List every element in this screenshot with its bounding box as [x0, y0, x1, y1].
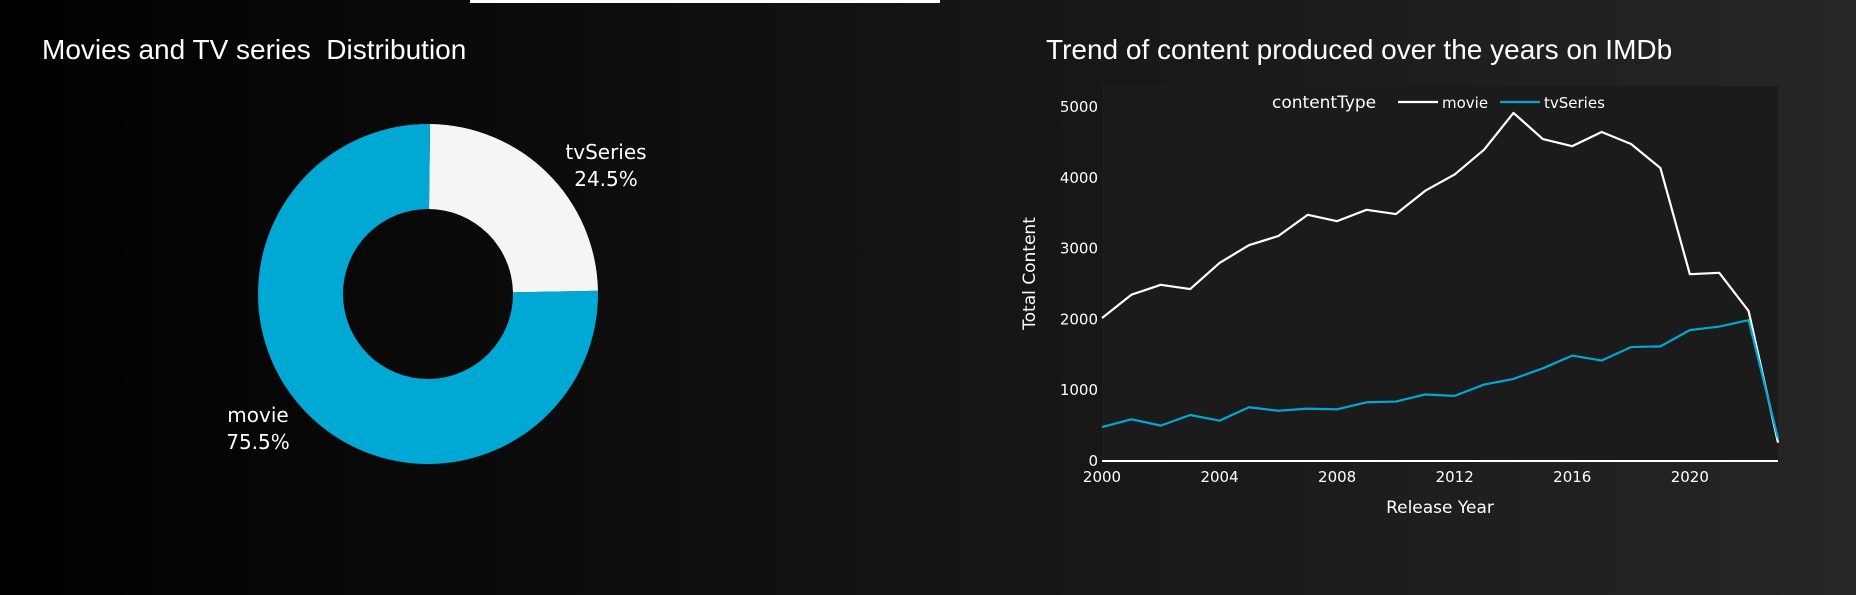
- y-tick-label: 2000: [1060, 310, 1098, 328]
- series-line-movie[interactable]: [1101, 111, 1780, 443]
- x-tick-label: 2016: [1553, 468, 1591, 486]
- series-line-tvseries[interactable]: [1101, 319, 1780, 439]
- x-tick-label: 2012: [1436, 468, 1474, 486]
- pie-label-movie: movie: [227, 403, 288, 427]
- x-tick-label: 2000: [1083, 468, 1121, 486]
- pie-slice-tvseries[interactable]: [429, 124, 598, 293]
- y-tick-label: 1000: [1060, 381, 1098, 399]
- x-tick-label: 2004: [1200, 468, 1238, 486]
- y-axis-label: Total Content: [1020, 217, 1040, 331]
- pie-value-tvseries: 24.5%: [574, 167, 638, 191]
- pie-slice-movie[interactable]: [258, 124, 598, 465]
- pie-label-tvseries: tvSeries: [565, 140, 646, 164]
- legend-label-tvseries[interactable]: tvSeries: [1544, 94, 1605, 112]
- top-accent-bar: [470, 0, 940, 3]
- line-chart: 0 1000 2000 3000 4000 5000 2000 2004 2008 2012 201…: [1020, 86, 1780, 518]
- x-tick-label: 2008: [1318, 468, 1356, 486]
- y-tick-label: 4000: [1060, 169, 1098, 187]
- x-axis-label: Release Year: [1386, 498, 1494, 518]
- pie-value-movie: 75.5%: [226, 430, 290, 454]
- x-tick-label: 2020: [1671, 468, 1709, 486]
- y-tick-label: 5000: [1060, 98, 1098, 116]
- plot-area: [1102, 86, 1778, 461]
- legend-title: contentType: [1272, 93, 1376, 113]
- y-tick-label: 0: [1088, 452, 1098, 470]
- donut-chart: tvSeries 24.5% movie 75.5%: [226, 124, 647, 465]
- line-chart-title: Trend of content produced over the years…: [1046, 34, 1673, 65]
- legend-label-movie[interactable]: movie: [1442, 94, 1488, 112]
- donut-chart-title: Movies and TV series Distribution: [42, 34, 467, 65]
- y-tick-label: 3000: [1060, 240, 1098, 258]
